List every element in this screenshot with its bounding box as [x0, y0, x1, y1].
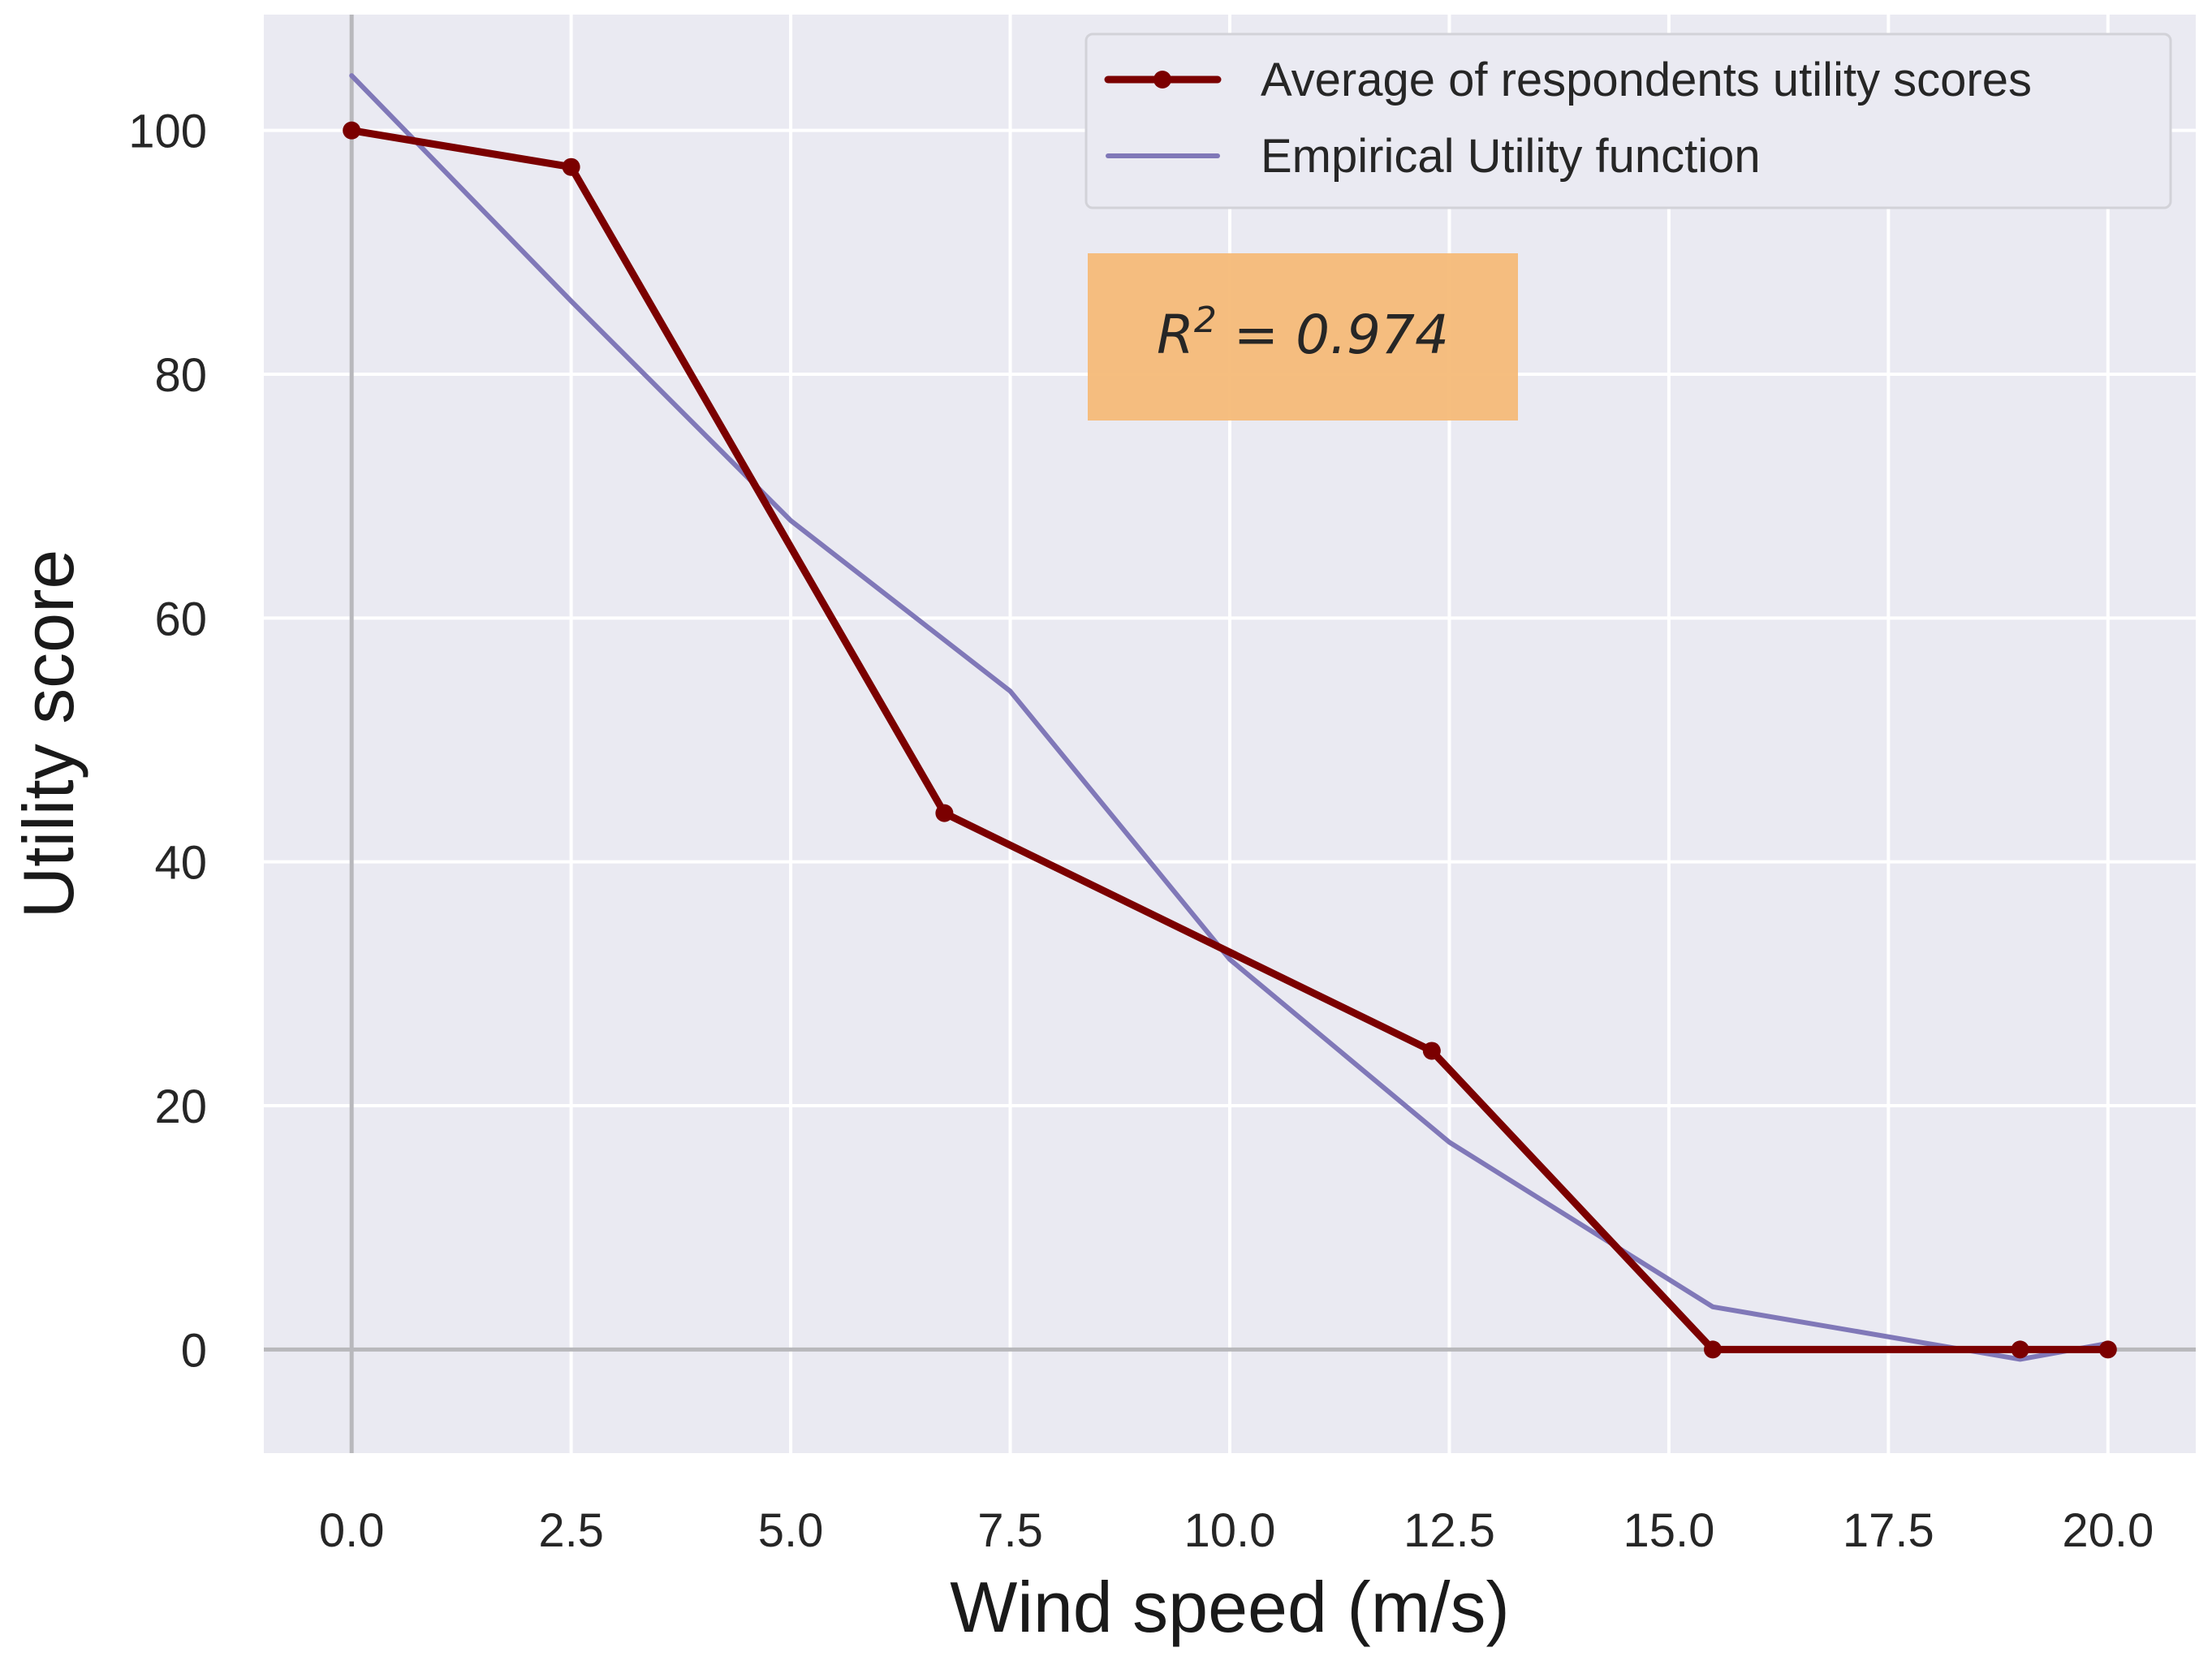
data-point: [2098, 1340, 2117, 1359]
legend-label-empirical: Empirical Utility function: [1261, 130, 1761, 183]
x-tick-label: 7.5: [977, 1504, 1043, 1557]
r-squared-box: [1088, 253, 1518, 421]
data-point: [935, 804, 954, 822]
r-squared-symbol: R: [1157, 304, 1194, 366]
r-squared-annotation: R2 = 0.974: [1088, 253, 1518, 421]
x-tick-label: 5.0: [758, 1504, 824, 1557]
y-axis-ticks: 0 20 40 60 80 100: [128, 106, 207, 1378]
r-squared-exponent: 2: [1194, 300, 1217, 341]
y-tick-label: 20: [154, 1081, 207, 1133]
data-point: [562, 157, 580, 176]
legend-box: [1084, 32, 2172, 209]
data-point: [2011, 1340, 2029, 1359]
y-tick-label: 0: [181, 1324, 207, 1377]
series-empirical: [349, 73, 2111, 1362]
y-tick-label: 40: [154, 837, 207, 890]
y-tick-label: 100: [128, 106, 207, 158]
r-squared-text: R2 = 0.974: [1157, 300, 1449, 366]
x-tick-label: 10.0: [1184, 1504, 1276, 1557]
x-tick-label: 0.0: [319, 1504, 385, 1557]
data-point: [1422, 1042, 1441, 1060]
series-layer: [343, 73, 2117, 1362]
line-empirical: [349, 73, 2111, 1362]
y-tick-label: 80: [154, 349, 207, 402]
y-tick-label: 60: [154, 593, 207, 645]
x-axis-ticks: 0.0 2.5 5.0 7.5 10.0 12.5 15.0 17.5 20.0: [319, 1504, 2154, 1557]
x-tick-label: 12.5: [1404, 1504, 1495, 1557]
data-point: [343, 121, 361, 140]
legend: Average of respondents utility scores Em…: [1084, 32, 2172, 209]
x-tick-label: 17.5: [1843, 1504, 1934, 1557]
r-squared-value: = 0.974: [1217, 304, 1449, 366]
data-point: [1704, 1340, 1722, 1359]
legend-label-average: Average of respondents utility scores: [1261, 54, 2032, 106]
x-tick-label: 2.5: [538, 1504, 604, 1557]
x-tick-label: 15.0: [1623, 1504, 1714, 1557]
y-axis-label: Utility score: [8, 550, 88, 919]
x-axis-label: Wind speed (m/s): [950, 1567, 1510, 1647]
series-average: [343, 121, 2117, 1359]
legend-marker-average: [1153, 71, 1171, 88]
x-tick-label: 20.0: [2062, 1504, 2154, 1557]
